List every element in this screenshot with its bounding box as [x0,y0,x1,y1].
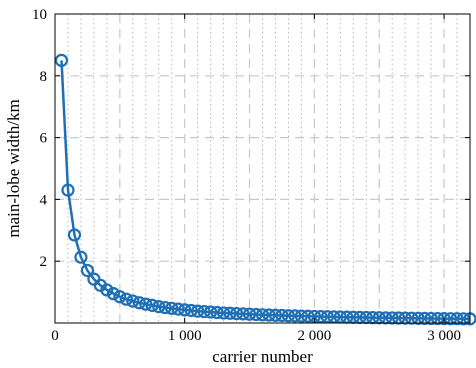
data-point [119,292,133,306]
data-point [405,311,419,325]
data-point [184,303,198,318]
data-point [320,310,334,324]
data-point [54,53,69,67]
data-point [275,308,289,323]
data-point [294,309,309,323]
series-line [60,60,471,321]
data-point [443,312,458,326]
y-tick-label: 8 [40,69,48,85]
data-point [197,304,211,319]
x-tick-label: 2 000 [298,328,332,344]
data-point [398,311,412,325]
data-point [178,303,192,317]
y-tick-label: 2 [40,254,48,270]
data-point [106,287,120,301]
data-point [74,250,88,264]
data-point [411,311,425,325]
data-point [242,307,257,321]
data-point [139,297,153,311]
data-point [236,307,250,321]
data-point [255,308,270,322]
data-point [67,228,82,242]
data-point [424,311,438,326]
data-point [327,310,341,324]
data-point [126,294,140,308]
tick-labels: 0 1 000 2 000 3 000 2 4 6 8 10 [32,7,461,344]
data-point [430,311,445,326]
data-point [113,290,127,304]
data-point [61,183,75,197]
data-point [392,311,406,325]
data-point [249,307,263,322]
data-point [229,306,244,321]
data-point [100,283,114,297]
data-point [314,310,328,324]
x-axis-label: carrier number [212,347,313,366]
data-point [281,309,296,323]
data-point [204,305,218,319]
plot-frame [54,13,471,324]
data-point [152,300,166,314]
grid-lines [55,14,470,323]
data-point [288,309,302,323]
data-point [171,302,185,316]
tick-marks [54,13,470,323]
data-point [210,305,224,320]
data-point [301,309,315,323]
data-point [158,300,172,315]
data-point [80,263,95,278]
x-tick-label: 3 000 [427,328,461,344]
series-group [54,53,476,326]
data-point [145,298,159,312]
data-point [191,304,205,318]
x-tick-label: 0 [51,328,59,344]
data-point [450,312,464,326]
data-point [132,296,146,310]
y-axis-label: main-lobe width/km [4,99,23,237]
y-tick-label: 6 [40,131,48,147]
data-point [418,311,432,325]
data-point [216,306,231,320]
data-point [268,308,283,322]
x-tick-label: 1 000 [168,328,202,344]
data-point [456,312,471,326]
data-point [262,308,276,322]
y-tick-label: 4 [40,192,48,208]
data-point [165,301,179,315]
data-point [437,312,451,326]
y-tick-label: 10 [32,7,47,23]
data-point [223,306,237,320]
